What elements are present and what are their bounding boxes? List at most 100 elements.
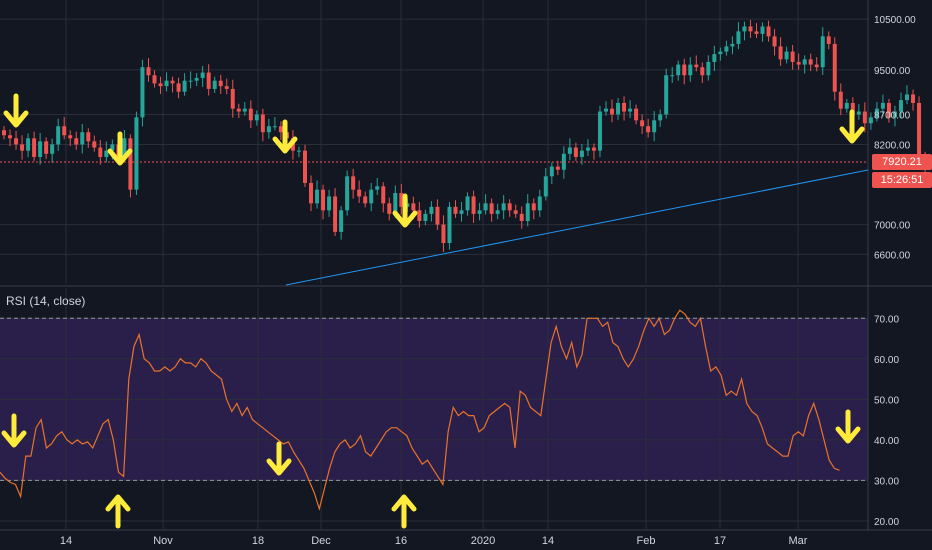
candle-body	[212, 80, 217, 89]
candle-body	[110, 144, 115, 151]
candle-body	[218, 80, 223, 87]
candle-body	[778, 46, 783, 60]
arrow-up-icon	[105, 494, 131, 529]
price-tick-label: 7000.00	[874, 221, 911, 232]
candle-body	[194, 77, 199, 81]
time-tick-label: Dec	[311, 535, 331, 547]
candle-body	[321, 189, 326, 211]
candle-body	[658, 114, 663, 121]
candle-body	[447, 206, 452, 244]
candle-body	[369, 189, 374, 204]
arrow-head	[392, 210, 418, 228]
candle-body	[176, 83, 181, 92]
candle-body	[832, 43, 837, 92]
candle-body	[74, 138, 79, 145]
candle-body	[898, 100, 903, 112]
candle-body	[309, 182, 314, 204]
candle-body	[760, 26, 765, 34]
candle-body	[471, 196, 476, 214]
candle-body	[62, 126, 67, 136]
price-tick-label: 10500.00	[874, 15, 916, 26]
candle-body	[634, 108, 639, 121]
candle-body	[32, 138, 37, 157]
arrow-down-icon	[392, 193, 418, 228]
candle-body	[80, 132, 85, 145]
candle-body	[501, 203, 506, 211]
candle-body	[411, 203, 416, 211]
candle-body	[266, 126, 271, 133]
candle-body	[38, 141, 43, 157]
candle-body	[315, 189, 320, 204]
time-tick-label: Nov	[153, 535, 173, 547]
candle-body	[122, 138, 127, 157]
candle-body	[339, 210, 344, 232]
price-tick-label: 8200.00	[874, 140, 911, 151]
time-tick-label: 18	[252, 535, 264, 547]
candle-body	[495, 210, 500, 214]
candle-body	[483, 203, 488, 211]
candle-body	[248, 108, 253, 121]
candle-body	[652, 120, 657, 133]
arrow-head	[107, 148, 133, 166]
candle-body	[345, 176, 350, 211]
arrow-down-icon	[835, 409, 861, 444]
arrow-head	[835, 426, 861, 444]
rsi-indicator-title[interactable]: RSI (14, close)	[6, 294, 86, 308]
time-tick-label: 2020	[471, 535, 495, 547]
price-pane-background	[0, 0, 932, 285]
candle-body	[56, 126, 61, 145]
candle-body	[230, 88, 235, 109]
candle-body	[236, 108, 241, 112]
candle-body	[622, 102, 627, 112]
candle-body	[2, 130, 6, 136]
candle-body	[140, 67, 145, 118]
candle-body	[628, 108, 633, 112]
candle-body	[417, 210, 422, 221]
arrow-head	[266, 458, 292, 476]
arrow-down-icon	[1, 413, 27, 448]
candlestick-series	[2, 19, 928, 253]
candle-body	[742, 26, 747, 32]
candle-body	[465, 196, 470, 211]
rsi-tick-label: 70.00	[874, 314, 899, 325]
candle-body	[676, 64, 681, 76]
candle-body	[856, 111, 861, 115]
candle-body	[640, 120, 645, 127]
candle-body	[531, 203, 536, 211]
candle-body	[188, 80, 193, 82]
candle-body	[585, 147, 590, 151]
trendline[interactable]	[285, 169, 869, 286]
candle-body	[579, 150, 584, 157]
candle-body	[844, 102, 849, 109]
candle-body	[200, 72, 205, 78]
candle-body	[706, 61, 711, 76]
rsi-tick-label: 20.00	[874, 517, 899, 528]
candle-body	[604, 108, 608, 112]
candle-body	[664, 75, 669, 115]
candle-body	[820, 36, 825, 68]
candle-body	[357, 189, 362, 197]
candle-body	[670, 75, 675, 77]
candle-body	[68, 135, 73, 139]
candle-body	[104, 150, 109, 157]
time-tick-label: 14	[60, 535, 72, 547]
candle-body	[164, 80, 169, 87]
candle-body	[874, 108, 879, 118]
candle-body	[158, 83, 163, 87]
candle-body	[868, 117, 873, 124]
price-tick-label: 9500.00	[874, 66, 911, 77]
arrow-head	[391, 494, 417, 512]
candle-body	[802, 59, 807, 65]
candle-body	[549, 166, 554, 177]
candle-body	[561, 153, 566, 170]
candle-body	[86, 132, 91, 142]
candle-body	[272, 126, 277, 128]
candle-body	[423, 213, 428, 221]
candle-body	[772, 36, 777, 47]
rsi-line	[0, 309, 840, 511]
candle-body	[591, 147, 596, 151]
candle-body	[892, 111, 897, 118]
candle-body	[694, 64, 699, 68]
candle-body	[718, 51, 723, 55]
candle-body	[814, 64, 819, 68]
